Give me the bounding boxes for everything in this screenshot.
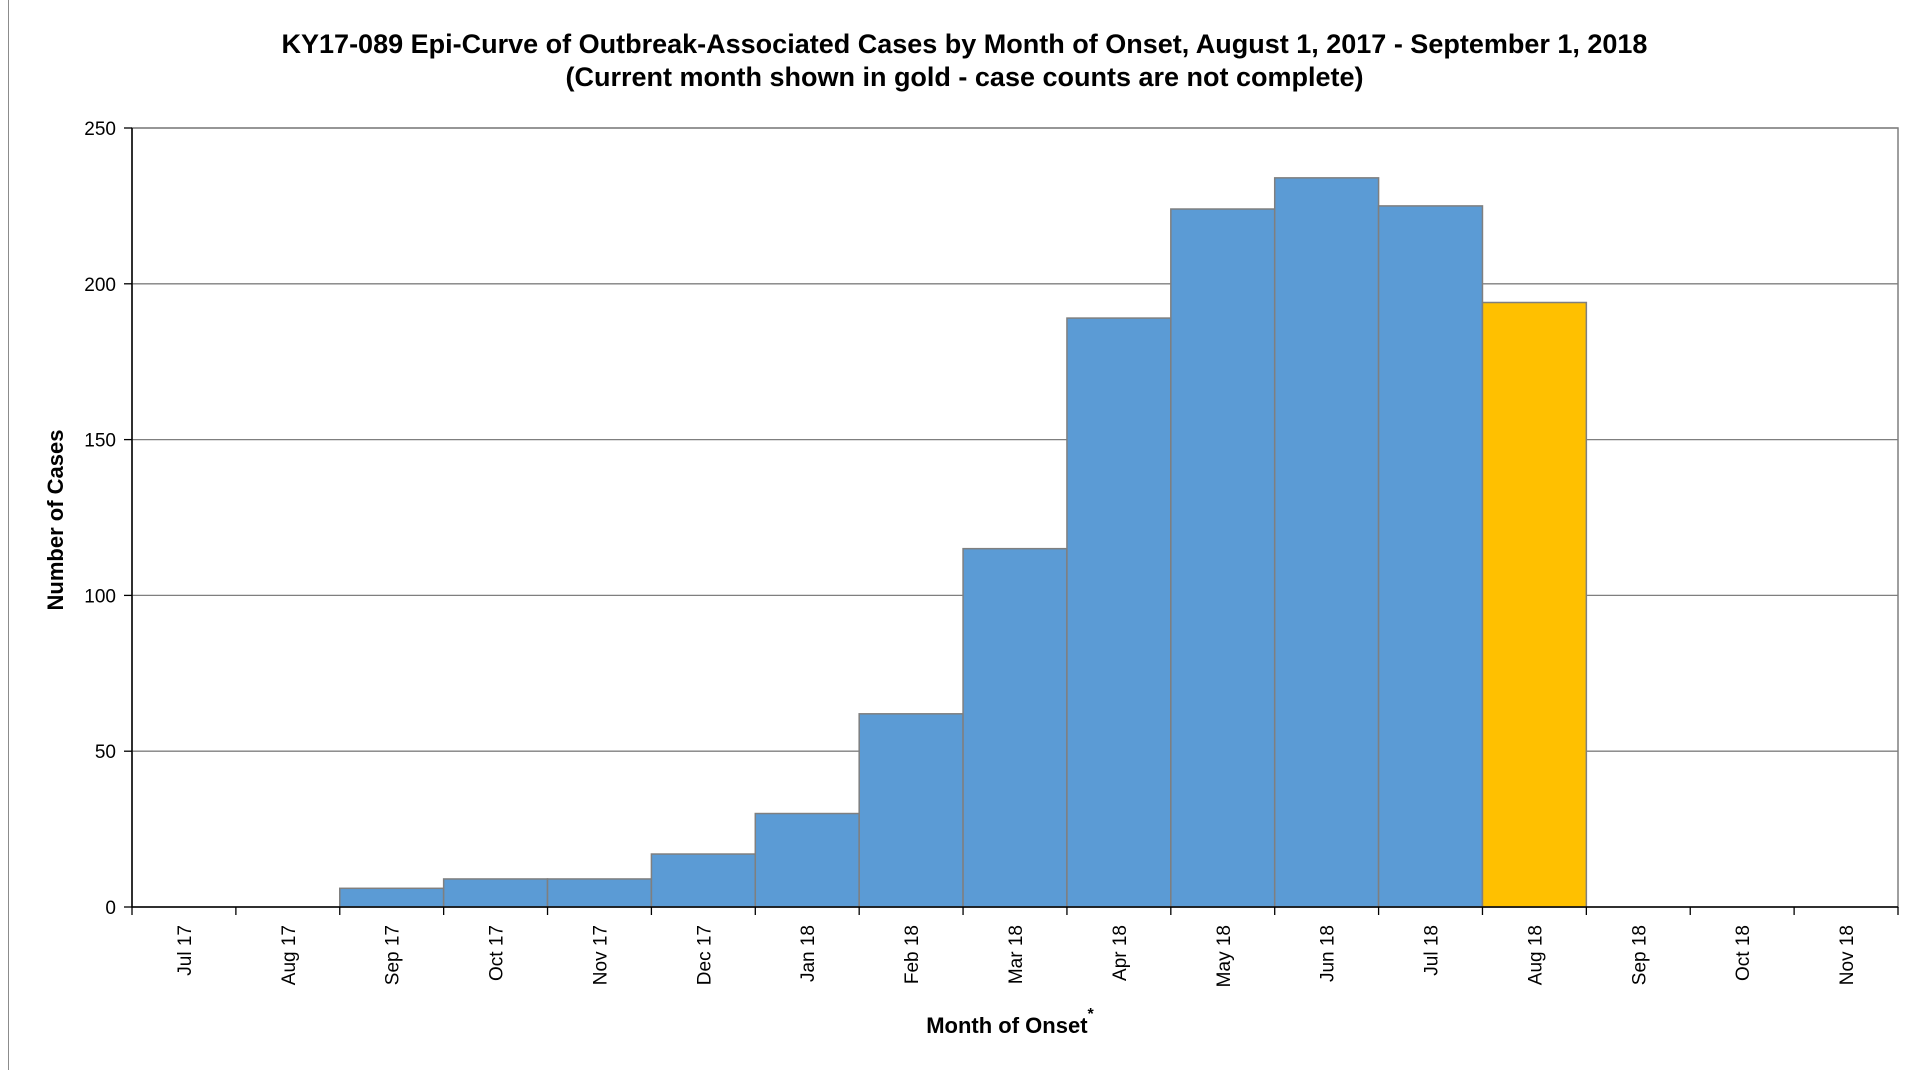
- x-tick-labels: Jul 17 Aug 17 Sep 17 Oct 17 Nov 17 Dec 17 Jan …: [175, 925, 1858, 987]
- x-tick-label: Oct 17: [487, 925, 508, 981]
- chart-frame: KY17-089 Epi-Curve of Outbreak-Associate…: [8, 0, 1919, 1070]
- x-tick-label: Nov 18: [1837, 925, 1858, 985]
- x-tick-label: Oct 18: [1733, 925, 1754, 981]
- x-tick-label: May 18: [1214, 925, 1235, 987]
- x-tick-label: Nov 17: [590, 925, 611, 985]
- bar-nov-17: [546, 878, 653, 908]
- y-tick-labels: 0 50 100 150 200 250: [84, 119, 116, 919]
- x-tick-label: Jul 17: [175, 925, 196, 976]
- x-tick-label: Jun 18: [1318, 925, 1339, 982]
- chart-title: KY17-089 Epi-Curve of Outbreak-Associate…: [9, 28, 1919, 94]
- y-tick-label: 200: [84, 275, 116, 296]
- y-tick-label: 150: [84, 431, 116, 452]
- bar-jan-18: [754, 812, 860, 908]
- x-axis-label: Month of Onset*: [926, 1006, 1094, 1038]
- y-tick-label: 50: [95, 742, 116, 763]
- x-tick-label: Aug 17: [279, 925, 300, 985]
- bar-aug-18: [1481, 301, 1588, 908]
- y-tick-label: 250: [84, 119, 116, 140]
- bar-jul-18: [1377, 205, 1484, 908]
- bar-feb-18: [858, 713, 964, 908]
- x-axis-label-marker: *: [1088, 1006, 1095, 1023]
- x-tick-label: Feb 18: [902, 925, 923, 984]
- y-tick-label: 0: [105, 898, 116, 919]
- x-tick-label: Aug 18: [1525, 925, 1546, 985]
- y-tick-label: 100: [84, 586, 116, 607]
- x-tick-label: Mar 18: [1006, 925, 1027, 984]
- bar-apr-18: [1066, 317, 1172, 908]
- x-tick-label: Jan 18: [798, 925, 819, 982]
- x-tick-label: Apr 18: [1110, 925, 1131, 981]
- chart-title-line-2: (Current month shown in gold - case coun…: [565, 62, 1364, 92]
- axes: [124, 127, 1899, 915]
- y-axis-label: Number of Cases: [43, 430, 68, 611]
- bars: [339, 177, 1588, 908]
- chart-title-line-1: KY17-089 Epi-Curve of Outbreak-Associate…: [281, 29, 1648, 59]
- x-axis-label-text: Month of Onset: [926, 1013, 1088, 1038]
- bar-may-18: [1170, 208, 1276, 908]
- x-tick-label: Jul 18: [1422, 925, 1443, 976]
- x-tick-label: Sep 18: [1629, 925, 1650, 985]
- bar-oct-17: [442, 878, 549, 908]
- bar-mar-18: [962, 547, 1068, 908]
- x-tick-label: Sep 17: [383, 925, 404, 985]
- bar-jun-18: [1273, 177, 1380, 908]
- bar-sep-17: [339, 887, 445, 908]
- bar-dec-17: [650, 853, 757, 908]
- x-tick-label: Dec 17: [694, 925, 715, 985]
